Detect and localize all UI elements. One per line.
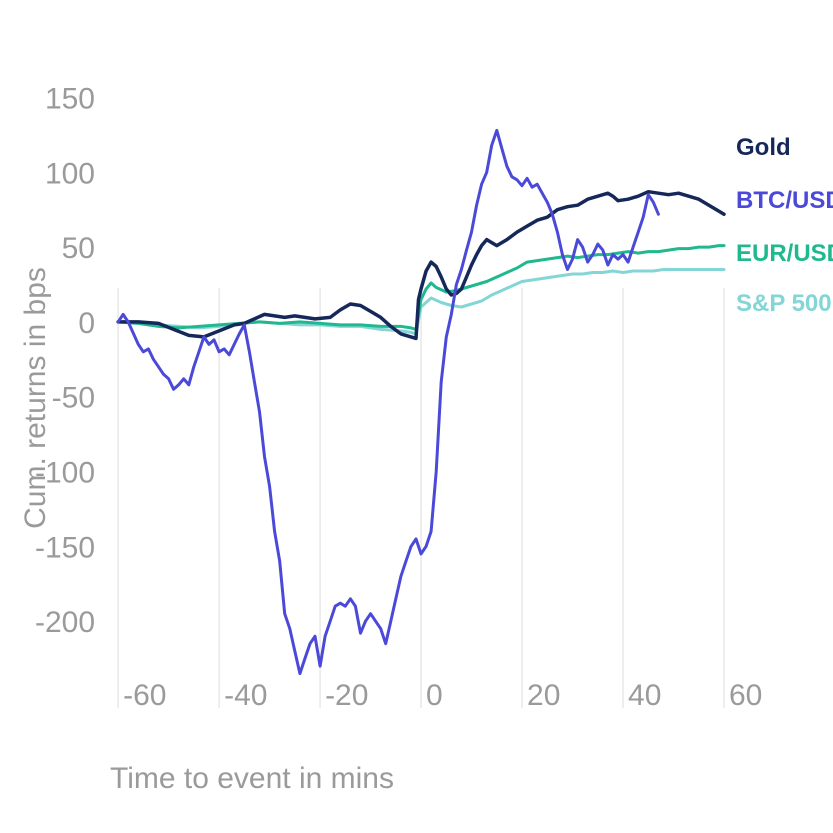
y-tick-label: 100 — [45, 157, 95, 190]
y-tick-label: -200 — [35, 606, 95, 639]
legend-item: EUR/USD — [736, 240, 833, 267]
y-axis-ticks: 150 100 50 0 -50 -100 -150 -200 — [35, 82, 95, 639]
y-tick-label: 50 — [62, 232, 95, 265]
y-tick-label: 150 — [45, 82, 95, 115]
series-line-btc-usd — [116, 128, 660, 676]
x-tick-label: -20 — [325, 679, 368, 712]
x-axis-ticks: -60 -40 -20 0 20 40 60 — [123, 679, 762, 712]
y-tick-label: -100 — [35, 457, 95, 490]
legend-item: Gold — [736, 134, 791, 161]
series-line-gold — [116, 189, 726, 341]
x-tick-label: 60 — [729, 679, 762, 712]
x-tick-label: -40 — [224, 679, 267, 712]
y-tick-label: 0 — [78, 307, 95, 340]
x-axis-title: Time to event in mins — [110, 762, 394, 795]
x-tick-label: 20 — [527, 679, 560, 712]
series-lines — [116, 128, 726, 676]
legend: Gold BTC/USD EUR/USD S&P 500 — [736, 134, 833, 317]
x-tick-label: -60 — [123, 679, 166, 712]
gridlines — [117, 288, 725, 708]
x-tick-label: 0 — [426, 679, 443, 712]
legend-item: BTC/USD — [736, 187, 833, 214]
x-tick-label: 40 — [628, 679, 661, 712]
series-line-eur-usd — [116, 244, 726, 331]
y-tick-label: -150 — [35, 531, 95, 564]
y-axis-title: Cum. returns in bps — [19, 267, 52, 529]
legend-item: S&P 500 — [736, 290, 832, 317]
y-tick-label: -50 — [52, 382, 95, 415]
